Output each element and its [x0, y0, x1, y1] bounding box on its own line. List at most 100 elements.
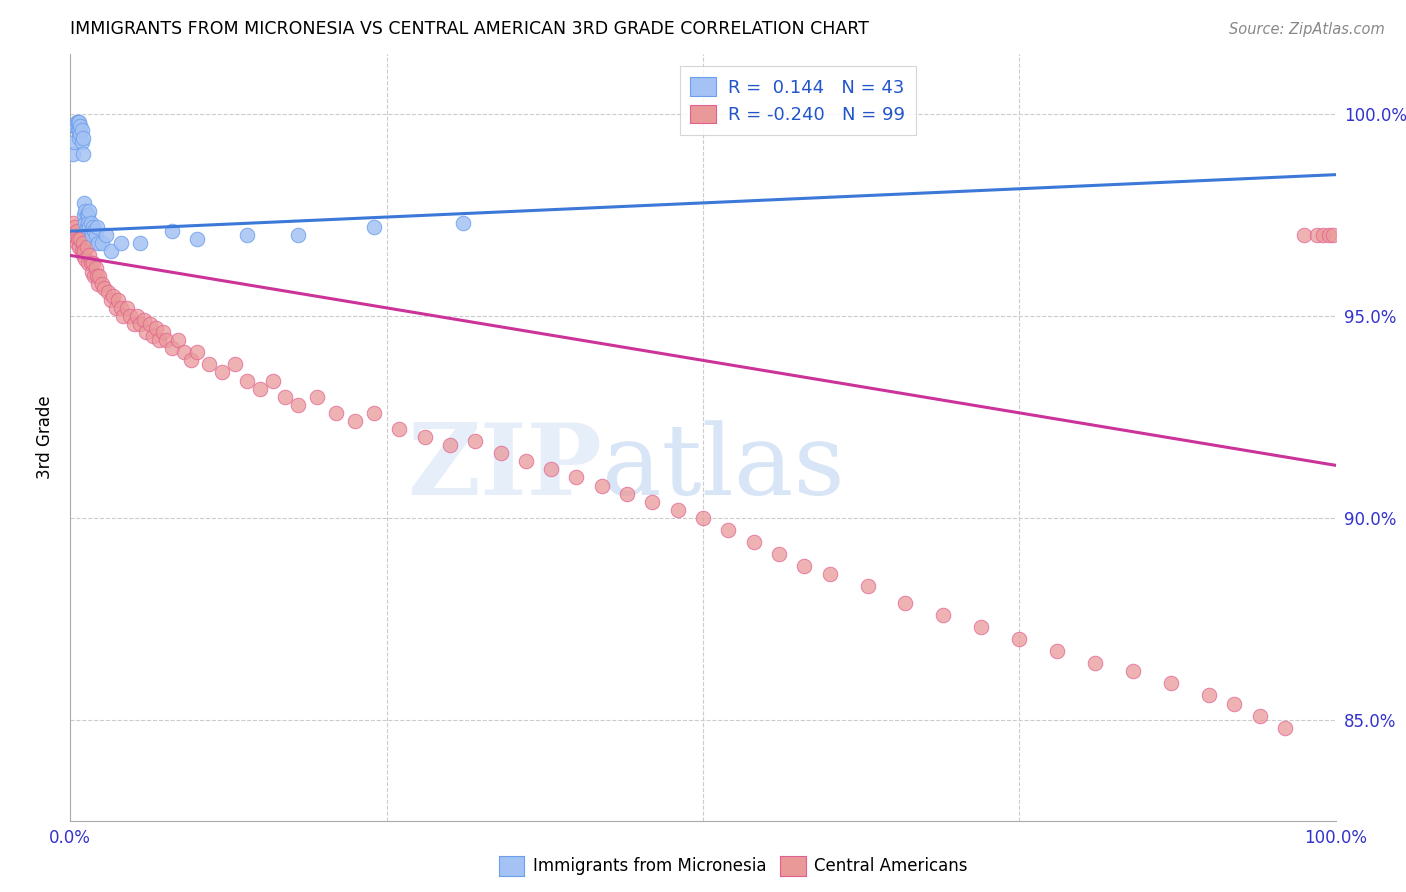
- Point: [287, 228, 309, 243]
- Point: [122, 317, 145, 331]
- Point: [1322, 228, 1344, 243]
- Point: [1198, 689, 1220, 703]
- Point: [1084, 656, 1107, 670]
- Point: [79, 256, 101, 270]
- Point: [793, 559, 815, 574]
- Point: [100, 293, 122, 307]
- Text: IMMIGRANTS FROM MICRONESIA VS CENTRAL AMERICAN 3RD GRADE CORRELATION CHART: IMMIGRANTS FROM MICRONESIA VS CENTRAL AM…: [70, 21, 869, 38]
- Point: [67, 240, 90, 254]
- Point: [63, 228, 86, 243]
- Point: [75, 216, 97, 230]
- Point: [72, 131, 94, 145]
- Point: [489, 446, 512, 460]
- Point: [152, 325, 174, 339]
- Y-axis label: 3rd Grade: 3rd Grade: [37, 395, 55, 479]
- Point: [77, 256, 100, 270]
- Point: [79, 216, 101, 230]
- Point: [224, 358, 246, 372]
- Point: [135, 325, 157, 339]
- Point: [77, 208, 100, 222]
- Point: [72, 236, 94, 251]
- Point: [1249, 708, 1271, 723]
- Point: [93, 281, 115, 295]
- Point: [856, 579, 879, 593]
- Text: Central Americans: Central Americans: [814, 857, 967, 875]
- Point: [198, 358, 221, 372]
- Point: [66, 115, 89, 129]
- Point: [70, 123, 93, 137]
- Point: [65, 119, 87, 133]
- Point: [132, 313, 155, 327]
- Point: [86, 220, 108, 235]
- Point: [79, 204, 101, 219]
- Point: [160, 224, 183, 238]
- Point: [79, 248, 101, 262]
- Point: [65, 220, 87, 235]
- Point: [1319, 228, 1341, 243]
- Point: [540, 462, 562, 476]
- Point: [65, 236, 87, 251]
- Point: [69, 128, 91, 142]
- Point: [742, 535, 765, 549]
- Point: [439, 438, 461, 452]
- Point: [768, 547, 790, 561]
- Point: [1223, 697, 1246, 711]
- Point: [894, 596, 917, 610]
- Point: [65, 224, 87, 238]
- Point: [186, 232, 208, 246]
- Point: [97, 285, 120, 299]
- Point: [127, 309, 149, 323]
- Point: [69, 232, 91, 246]
- Point: [451, 216, 474, 230]
- Point: [104, 301, 127, 315]
- Point: [90, 277, 114, 291]
- Point: [77, 216, 100, 230]
- Point: [515, 454, 537, 468]
- Point: [67, 123, 90, 137]
- Point: [83, 268, 105, 283]
- Point: [112, 309, 135, 323]
- Point: [141, 329, 163, 343]
- Point: [83, 224, 105, 238]
- Point: [87, 277, 110, 291]
- Point: [84, 260, 107, 275]
- Point: [73, 244, 96, 259]
- Point: [110, 236, 132, 251]
- Point: [73, 195, 96, 210]
- Point: [94, 228, 117, 243]
- Point: [70, 244, 93, 259]
- Point: [79, 220, 101, 235]
- Point: [211, 366, 233, 380]
- Point: [72, 147, 94, 161]
- Point: [66, 232, 89, 246]
- Point: [344, 414, 367, 428]
- Text: atlas: atlas: [602, 420, 845, 516]
- Text: Source: ZipAtlas.com: Source: ZipAtlas.com: [1229, 22, 1385, 37]
- Point: [115, 301, 138, 315]
- Point: [87, 236, 110, 251]
- Point: [84, 228, 107, 243]
- Point: [139, 317, 162, 331]
- Point: [148, 333, 170, 347]
- Point: [129, 317, 152, 331]
- Point: [363, 406, 385, 420]
- Point: [90, 236, 114, 251]
- Point: [413, 430, 436, 444]
- Point: [66, 123, 89, 137]
- Text: ZIP: ZIP: [406, 419, 602, 516]
- Point: [325, 406, 347, 420]
- Point: [565, 470, 588, 484]
- Point: [103, 289, 125, 303]
- Point: [118, 309, 141, 323]
- Point: [666, 502, 689, 516]
- Point: [180, 353, 202, 368]
- Point: [1122, 665, 1144, 679]
- Point: [717, 523, 740, 537]
- Point: [100, 244, 122, 259]
- Point: [287, 398, 309, 412]
- Point: [75, 252, 97, 267]
- Point: [970, 620, 993, 634]
- Point: [641, 494, 664, 508]
- Point: [89, 268, 111, 283]
- Point: [82, 220, 104, 235]
